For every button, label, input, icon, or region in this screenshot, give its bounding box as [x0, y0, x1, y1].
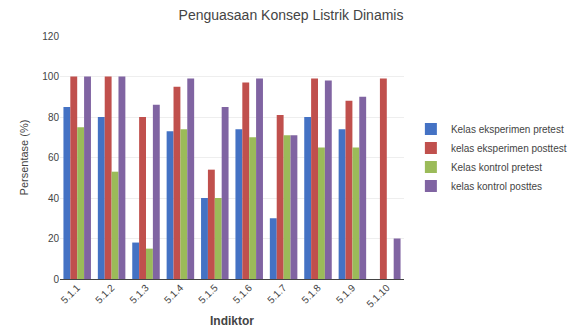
svg-text:120: 120	[42, 31, 59, 42]
svg-text:60: 60	[48, 152, 60, 163]
svg-text:Kelas eksperimen pretest: Kelas eksperimen pretest	[451, 124, 564, 135]
svg-text:Indiktor: Indiktor	[210, 314, 254, 328]
svg-text:5.1.2: 5.1.2	[93, 282, 117, 306]
svg-text:40: 40	[48, 193, 60, 204]
svg-text:80: 80	[48, 112, 60, 123]
svg-text:5.1.4: 5.1.4	[162, 282, 186, 306]
svg-text:5.1.7: 5.1.7	[265, 282, 289, 306]
svg-text:5.1.5: 5.1.5	[196, 282, 220, 306]
svg-text:Penguasaan Konsep Listrik Dina: Penguasaan Konsep Listrik Dinamis	[179, 7, 404, 23]
svg-text:5.1.9: 5.1.9	[334, 282, 358, 306]
svg-text:5.1.1: 5.1.1	[59, 282, 83, 306]
svg-text:20: 20	[48, 233, 60, 244]
svg-text:Persentase (%): Persentase (%)	[18, 120, 30, 196]
svg-text:0: 0	[53, 274, 59, 285]
svg-text:5.1.10: 5.1.10	[364, 282, 392, 310]
svg-text:kelas kontrol posttes: kelas kontrol posttes	[451, 181, 542, 192]
svg-text:Kelas kontrol pretest: Kelas kontrol pretest	[451, 162, 542, 173]
svg-text:100: 100	[42, 71, 59, 82]
svg-text:5.1.3: 5.1.3	[127, 282, 151, 306]
svg-text:kelas eksperimen posttest: kelas eksperimen posttest	[451, 143, 567, 154]
svg-text:5.1.8: 5.1.8	[299, 282, 323, 306]
svg-text:5.1.6: 5.1.6	[231, 282, 255, 306]
